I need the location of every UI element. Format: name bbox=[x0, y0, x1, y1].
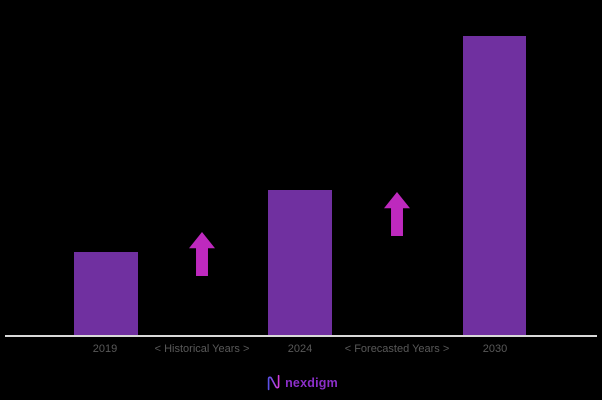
axis-label-2024: 2024 bbox=[287, 343, 313, 355]
historical-years-label: < Historical Years > bbox=[154, 343, 250, 355]
forecasted-years-label: < Forecasted Years > bbox=[344, 343, 450, 355]
axis-label-2030: 2030 bbox=[482, 343, 508, 355]
nexdigm-logo-text: nexdigm bbox=[285, 375, 338, 390]
growth-arrow-icon bbox=[189, 232, 215, 276]
growth-arrow-icon bbox=[384, 192, 410, 236]
nexdigm-n-logo-icon bbox=[266, 374, 281, 391]
bar-2019 bbox=[74, 252, 138, 335]
bar-2030 bbox=[463, 36, 526, 335]
bar-2024 bbox=[268, 190, 332, 335]
nexdigm-logo: nexdigm bbox=[266, 374, 338, 391]
x-axis-line bbox=[5, 335, 597, 337]
axis-label-2019: 2019 bbox=[92, 343, 118, 355]
